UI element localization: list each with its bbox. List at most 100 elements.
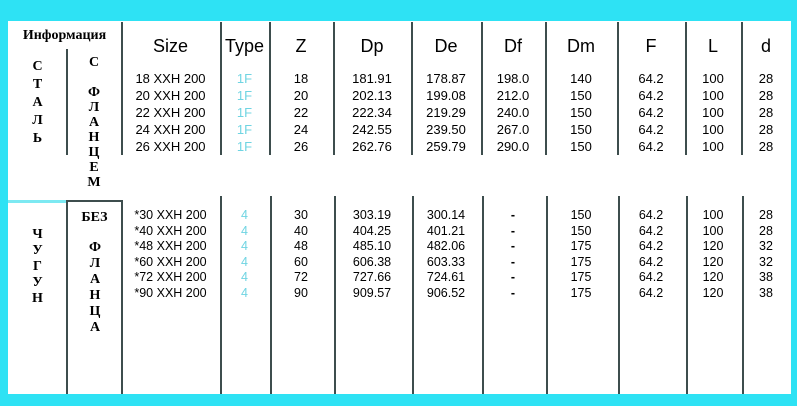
table-row: 24 XXH 200 1F 24 242.55 239.50 267.0 150 64.2 10…: [121, 121, 791, 138]
info-header: Информация: [22, 28, 107, 43]
cell-z: 72: [294, 270, 308, 284]
cell-type: 1F: [236, 122, 253, 137]
cell-d: 28: [758, 105, 774, 120]
cell-type: 4: [241, 254, 248, 269]
cell-de: 906.52: [426, 285, 466, 300]
cell-l: 100: [702, 71, 724, 86]
cell-d: 32: [759, 239, 773, 253]
cell-dp: 485.10: [352, 239, 392, 253]
col-header-d: d: [760, 36, 771, 56]
col-header-f: F: [645, 36, 657, 56]
cell-l: 100: [702, 208, 724, 222]
material-label-cast-iron: ЧУГУН: [30, 227, 45, 307]
col-header-de: De: [434, 36, 458, 56]
cell-df: -: [510, 270, 516, 284]
table-row: *60 XXH 200 4 60 606.38 603.33 - 175 64.2 120 32: [121, 255, 791, 271]
cell-de: 259.79: [426, 139, 466, 154]
cell-dm: 150: [570, 88, 592, 103]
cell-l: 100: [702, 88, 724, 103]
cell-f: 64.2: [638, 88, 664, 103]
table-row: *48 XXH 200 4 48 485.10 482.06 - 175 64.2 120 32: [121, 239, 791, 255]
grid-line: [412, 196, 414, 394]
cell-de: 482.06: [426, 239, 466, 253]
cell-f: 64.2: [638, 139, 664, 154]
cell-f: 64.2: [638, 105, 664, 120]
grid-line: [66, 49, 68, 155]
table-row: 18 XXH 200 1F 18 181.91 178.87 198.0 140 64.2 10…: [121, 70, 791, 87]
material-label-steel: СТАЛЬ: [30, 59, 45, 149]
col-header-type: Type: [224, 36, 265, 56]
cell-de: 401.21: [426, 223, 466, 238]
grid-line: [617, 22, 619, 155]
cell-size: *48 XXH 200: [134, 239, 207, 253]
cell-type: 1F: [236, 139, 253, 154]
cell-df: 198.0: [496, 71, 530, 86]
cell-size: 18 XXH 200: [135, 71, 206, 86]
cell-dp: 202.13: [352, 88, 392, 103]
cell-type: 4: [241, 285, 248, 300]
cell-l: 120: [702, 270, 724, 284]
cell-z: 24: [293, 122, 309, 137]
cell-de: 603.33: [426, 254, 466, 269]
cell-f: 64.2: [638, 254, 664, 269]
grid-line: [121, 22, 123, 155]
grid-line: [333, 22, 335, 155]
cell-z: 40: [294, 223, 308, 238]
cell-size: *40 XXH 200: [134, 223, 207, 238]
grid-line: [270, 196, 272, 394]
col-header-df: Df: [504, 36, 522, 56]
grid-line: [741, 22, 743, 155]
cell-l: 100: [702, 122, 724, 137]
grid-line: [411, 22, 413, 155]
grid-line: [220, 196, 222, 394]
cell-z: 48: [294, 239, 308, 253]
table-row: 20 XXH 200 1F 20 202.13 199.08 212.0 150 64.2 10…: [121, 87, 791, 104]
table-section-steel: 18 XXH 200 1F 18 181.91 178.87 198.0 140 64.2 10…: [121, 70, 791, 155]
cell-f: 64.2: [638, 239, 664, 253]
cell-df: -: [510, 239, 516, 253]
cell-df: 240.0: [496, 105, 530, 120]
cell-d: 28: [758, 88, 774, 103]
spec-table: Информация СТАЛЬ С ФЛАНЦЕМ ЧУГУН БЕЗ ФЛА…: [8, 21, 791, 394]
cell-z: 20: [293, 88, 309, 103]
cell-f: 64.2: [638, 208, 664, 222]
cell-df: 290.0: [496, 139, 530, 154]
cell-f: 64.2: [638, 223, 664, 238]
grid-line: [220, 22, 222, 155]
cell-z: 60: [294, 254, 308, 269]
cell-de: 178.87: [426, 71, 466, 86]
table-section-cast-iron: *30 XXH 200 4 30 303.19 300.14-150 64.2 100 28 *…: [121, 208, 791, 301]
cell-d: 28: [758, 71, 774, 86]
cell-dp: 606.38: [352, 254, 392, 269]
cell-f: 64.2: [638, 285, 664, 300]
cell-size: *72 XXH 200: [134, 270, 207, 284]
cell-dm: 175: [570, 254, 592, 269]
cell-l: 100: [702, 223, 724, 238]
cell-df: -: [510, 208, 516, 222]
cell-dm: 175: [570, 270, 592, 284]
cell-dm: 175: [570, 239, 592, 253]
cell-f: 64.2: [638, 270, 664, 284]
table-row: 26 XXH 200 1F 26 262.76 259.79 290.0 150 64.2 10…: [121, 138, 791, 155]
cell-d: 28: [759, 223, 773, 238]
cell-z: 90: [294, 285, 308, 300]
grid-line: [546, 196, 548, 394]
table-row: 22 XXH 200 1F 22 222.34 219.29 240.0 150 64.2 10…: [121, 104, 791, 121]
cell-type: 4: [241, 223, 248, 238]
cell-dp: 303.19: [352, 208, 392, 222]
cell-de: 239.50: [426, 122, 466, 137]
cell-de: 199.08: [426, 88, 466, 103]
grid-line: [481, 22, 483, 155]
grid-line: [686, 196, 688, 394]
cell-type: 1F: [236, 105, 253, 120]
cell-f: 64.2: [638, 71, 664, 86]
cell-size: *60 XXH 200: [134, 254, 207, 269]
flange-label-without: БЕЗ: [81, 210, 108, 225]
section-divider-line: [8, 200, 66, 203]
col-header-z: Z: [295, 36, 307, 56]
cell-d: 28: [759, 208, 773, 222]
cell-d: 32: [759, 254, 773, 269]
col-header-dp: Dp: [360, 36, 384, 56]
flange-label-with-flange: С ФЛАНЦЕМ: [86, 55, 102, 190]
table-row: *30 XXH 200 4 30 303.19 300.14 - 150 64.2 100 28: [121, 208, 791, 224]
